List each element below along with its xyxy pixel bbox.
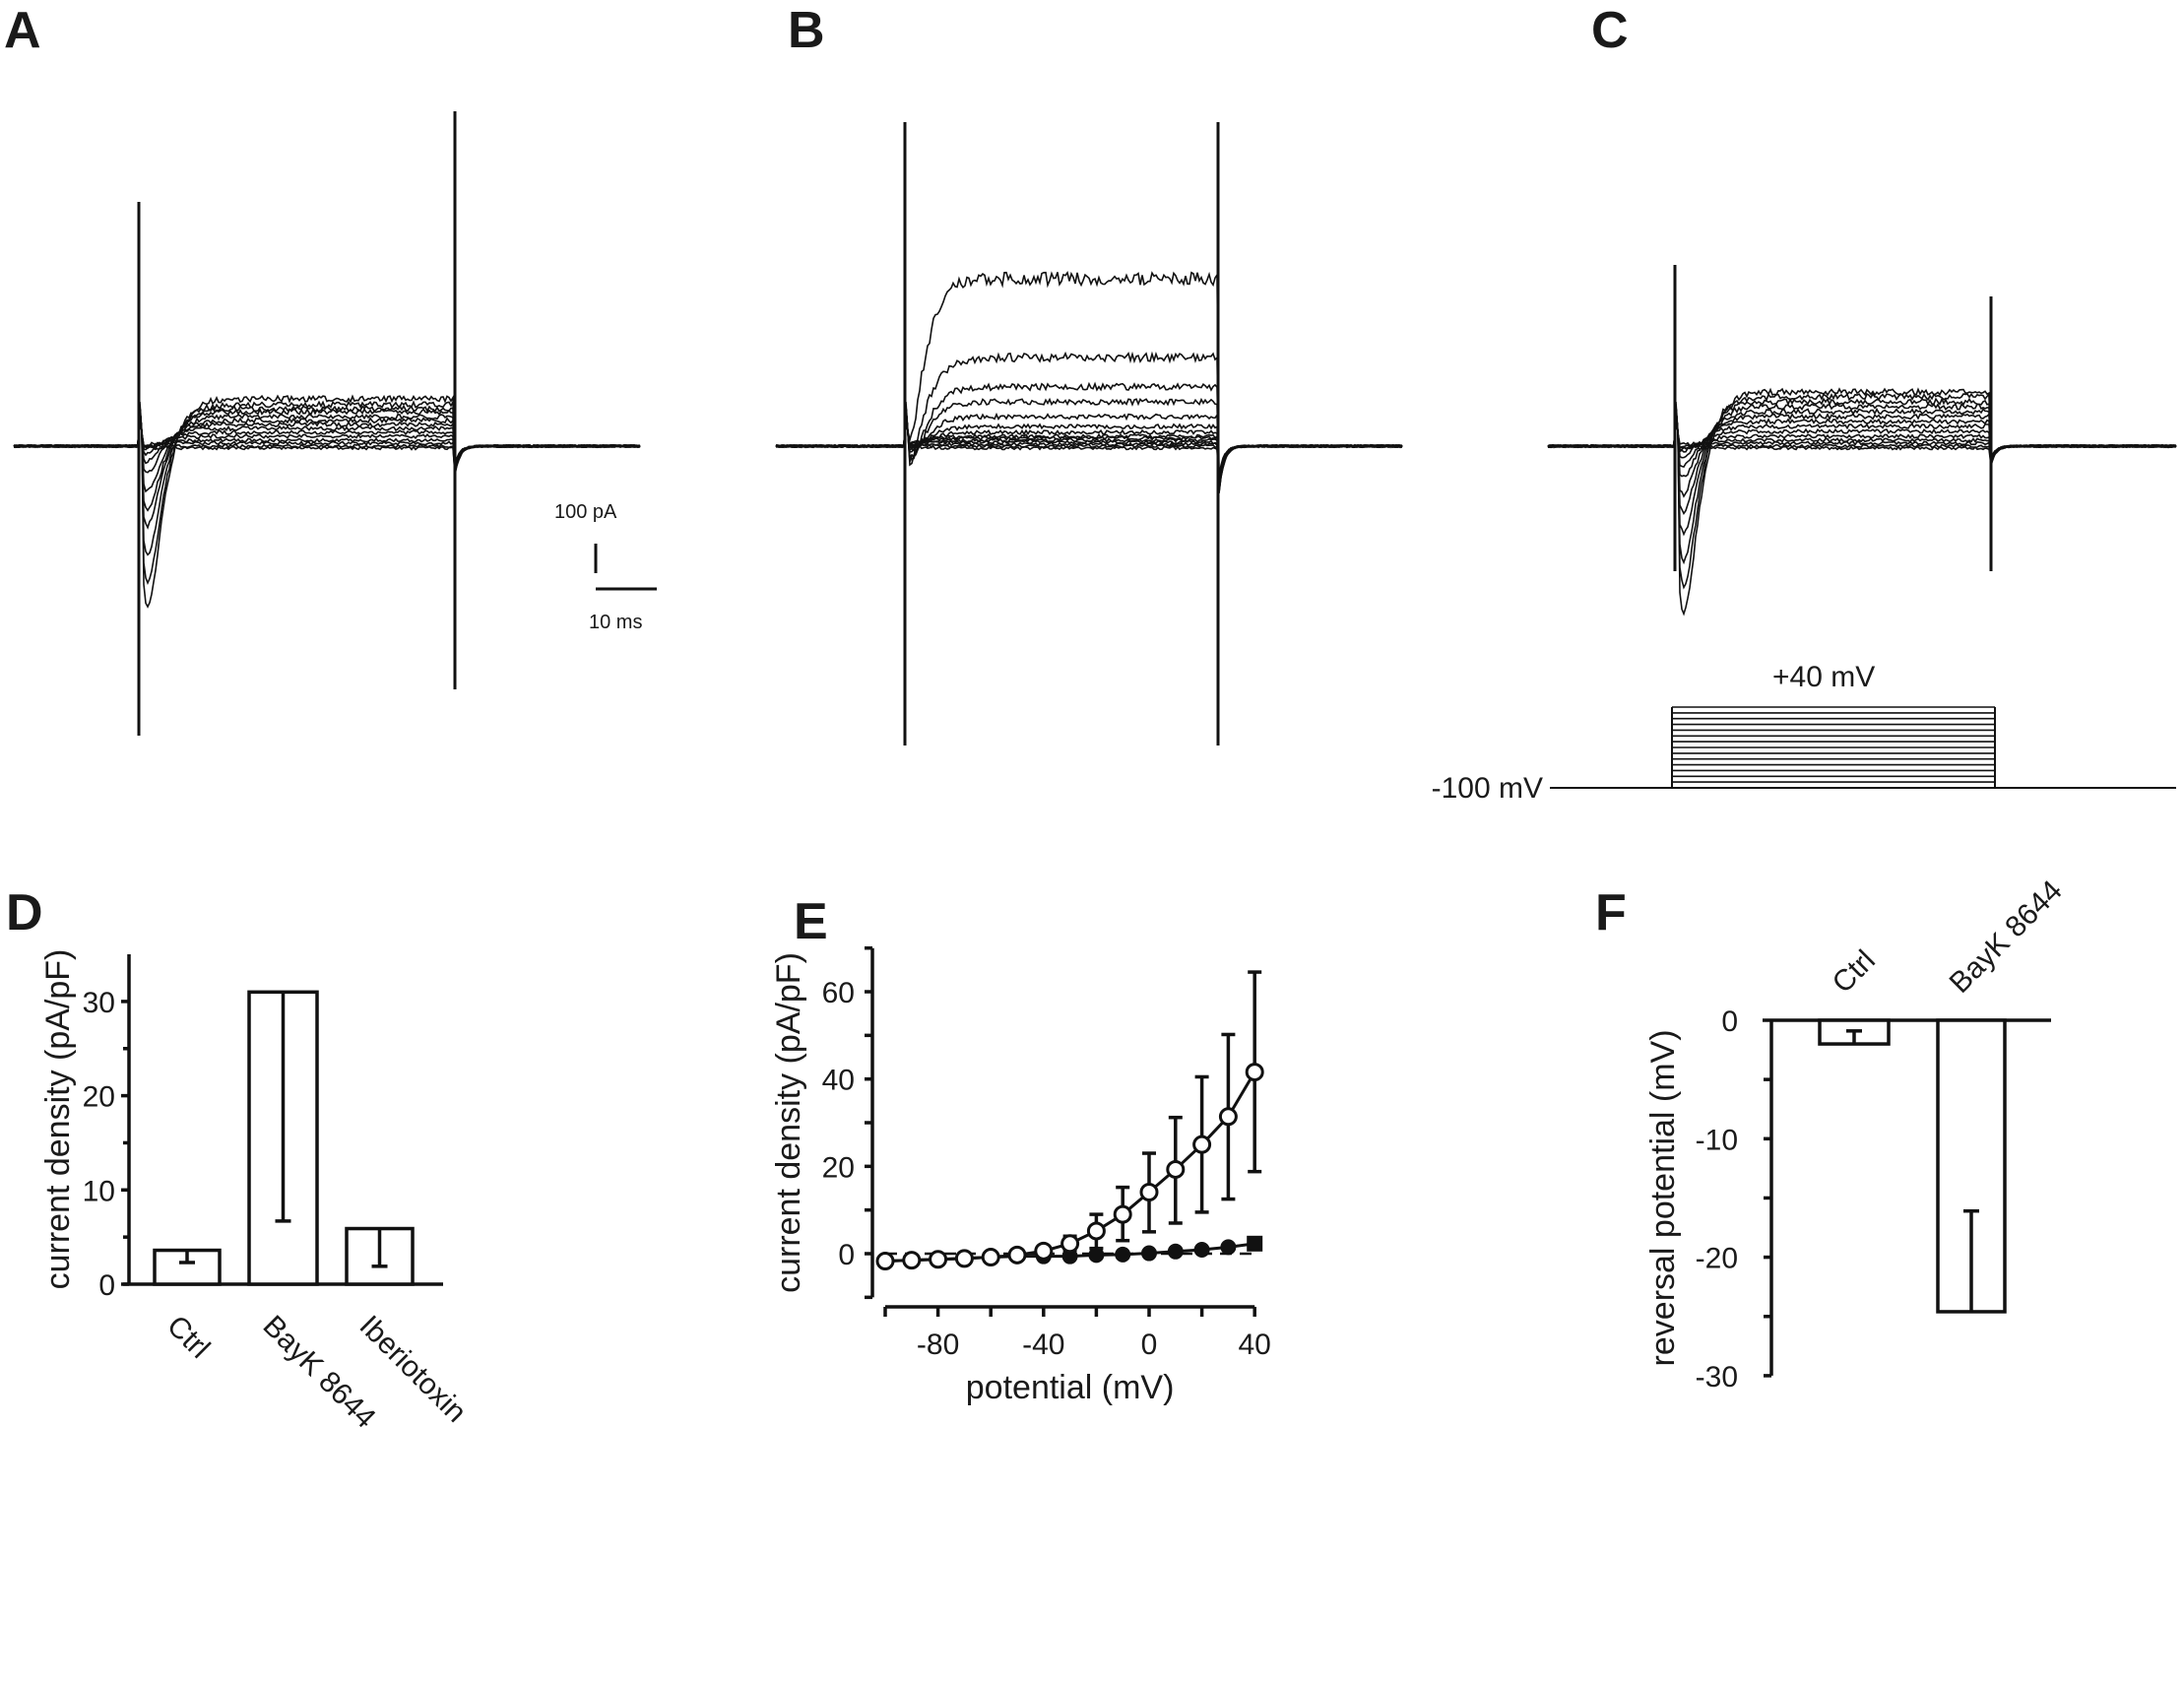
current-traces-c: [1547, 265, 2177, 616]
data-point-open: [902, 1251, 922, 1270]
current-trace: [13, 406, 641, 473]
data-point-open: [929, 1250, 948, 1269]
data-point-filled: [1088, 1247, 1105, 1264]
current-trace: [1547, 406, 2177, 515]
scale-bar-current-label: 100 pA: [554, 501, 617, 523]
current-trace: [1547, 403, 2177, 537]
data-point-filled: [1061, 1248, 1078, 1264]
current-trace: [13, 406, 641, 530]
data-point-open: [1166, 1159, 1186, 1179]
chart-e: 0 20 40 60 -80 -40 0 40 potential (mV) current de…: [770, 945, 1271, 1406]
data-point-open: [1218, 1107, 1238, 1127]
data-point-open: [875, 1252, 895, 1271]
current-trace: [13, 406, 641, 473]
data-point-filled-square: [1247, 1235, 1263, 1252]
x-category-label: BayK 8644: [1944, 875, 2069, 1000]
current-trace: [1548, 406, 2177, 467]
panel-label-b: B: [788, 2, 825, 59]
data-point-open: [1192, 1135, 1212, 1154]
data-point-open: [1245, 1063, 1264, 1082]
x-category-label: Ctrl: [1827, 944, 1882, 1000]
current-trace: [1547, 387, 2177, 616]
voltage-protocol: +40 mV -100 mV: [1432, 661, 2176, 805]
current-trace: [1547, 406, 2177, 463]
scale-bar: 100 pA 10 ms: [554, 501, 657, 633]
y-tick-label: 10: [83, 1175, 115, 1207]
current-traces-b: [775, 122, 1403, 746]
current-trace: [1547, 392, 2177, 590]
x-tick-label: 40: [1239, 1329, 1271, 1361]
data-point-open: [1060, 1234, 1080, 1254]
current-trace: [13, 406, 641, 471]
data-point-open: [1034, 1241, 1054, 1261]
protocol-holding-label: -100 mV: [1432, 772, 1543, 805]
current-trace: [775, 406, 1403, 493]
data-point-open: [1086, 1221, 1106, 1241]
current-trace: [1547, 397, 2177, 565]
y-tick-label: 0: [838, 1239, 855, 1271]
data-point-open: [954, 1249, 974, 1268]
data-point-open: [1113, 1204, 1132, 1224]
current-trace: [775, 381, 1403, 479]
current-trace: [13, 394, 641, 609]
y-tick-label: -30: [1696, 1361, 1738, 1394]
y-tick-label: 0: [98, 1269, 115, 1302]
x-tick-label: 0: [1141, 1329, 1158, 1361]
series-line: [884, 1070, 1256, 1264]
y-axis-label: current density (pA/pF): [39, 949, 77, 1290]
current-traces-a: [13, 111, 641, 736]
y-tick-label: -10: [1696, 1124, 1738, 1156]
data-point-open: [1139, 1182, 1159, 1201]
chart-f: 0 -10 -20 -30 Ctrl BayK 8644 reversal potentia…: [1644, 875, 2069, 1394]
x-tick-label: -40: [1022, 1329, 1064, 1361]
y-tick-label: 30: [83, 987, 115, 1019]
y-tick-label: 20: [822, 1151, 855, 1184]
x-axis-label: potential (mV): [966, 1369, 1175, 1406]
panel-label-c: C: [1591, 2, 1629, 59]
current-trace: [775, 406, 1403, 493]
data-point-filled: [1167, 1243, 1184, 1260]
x-category-label: Ctrl: [161, 1310, 216, 1365]
panel-label-d: D: [6, 884, 43, 941]
y-tick-label: -20: [1696, 1243, 1738, 1275]
y-tick-label: 40: [822, 1065, 855, 1097]
panel-label-f: F: [1595, 884, 1627, 941]
current-trace: [13, 406, 641, 476]
y-axis-label: reversal potential (mV): [1644, 1029, 1682, 1366]
panel-label-e: E: [794, 893, 828, 950]
y-tick-label: 0: [1721, 1005, 1738, 1038]
data-point-filled: [1115, 1246, 1131, 1263]
y-tick-label: 60: [822, 977, 855, 1009]
current-trace: [13, 406, 641, 470]
current-trace: [775, 406, 1403, 491]
data-point-filled: [1193, 1242, 1210, 1259]
x-tick-label: -80: [917, 1329, 959, 1361]
y-tick-label: 20: [83, 1081, 115, 1114]
current-trace: [13, 406, 641, 474]
y-axis-label: current density (pA/pF): [770, 952, 807, 1293]
current-trace: [13, 406, 641, 474]
current-trace: [1547, 406, 2177, 498]
scale-bar-time-label: 10 ms: [589, 612, 642, 633]
data-point-open: [981, 1248, 1000, 1267]
protocol-step-label: +40 mV: [1772, 661, 1875, 693]
data-point-open: [1007, 1245, 1027, 1264]
data-point-filled: [1220, 1239, 1237, 1256]
panel-label-a: A: [4, 2, 41, 59]
current-trace: [775, 406, 1402, 481]
data-point-filled: [1141, 1245, 1157, 1262]
